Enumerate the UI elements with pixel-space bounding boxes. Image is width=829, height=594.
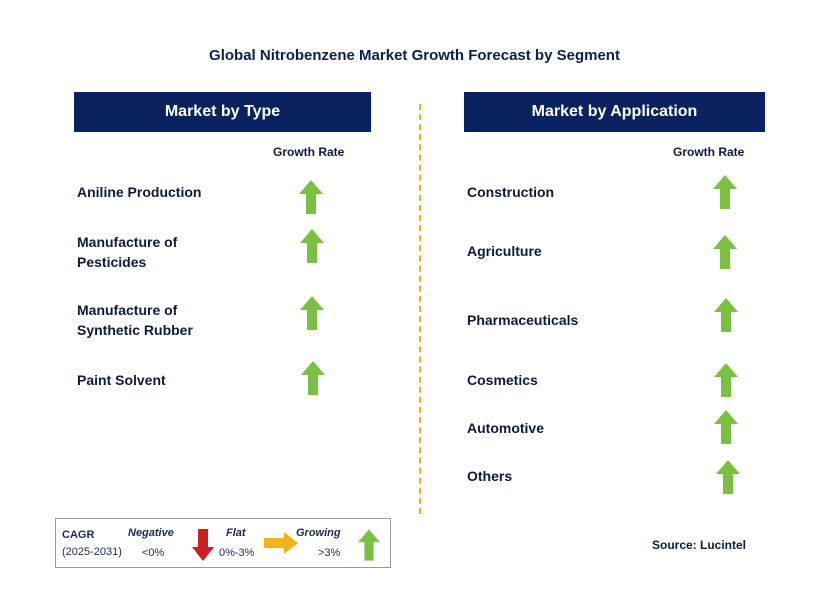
- legend-cagr-label: CAGR: [62, 529, 95, 541]
- market-by-application-header: Market by Application: [464, 92, 765, 132]
- market-by-type-header: Market by Type: [74, 92, 371, 132]
- source-label: Source: Lucintel: [652, 538, 747, 552]
- up-arrow-icon: [301, 361, 325, 395]
- legend-flat-label: Flat: [226, 527, 246, 539]
- right-arrow-icon: [264, 532, 298, 554]
- application-item-cosmetics: Cosmetics: [467, 372, 538, 388]
- up-arrow-icon: [713, 235, 737, 269]
- up-arrow-icon: [358, 529, 380, 561]
- dashed-divider: [419, 104, 421, 514]
- type-item-label: Manufacture of: [77, 302, 178, 318]
- legend-negative-label: Negative: [128, 527, 174, 539]
- up-arrow-icon: [716, 460, 740, 494]
- cagr-legend: CAGR (2025-2031) Negative <0% Flat 0%-3%…: [55, 518, 391, 568]
- up-arrow-icon: [300, 296, 324, 330]
- type-item-aniline: Aniline Production: [77, 182, 201, 202]
- type-item-label: Manufacture of: [77, 234, 178, 250]
- type-item-paint-solvent: Paint Solvent: [77, 370, 166, 390]
- application-item-agriculture: Agriculture: [467, 243, 542, 259]
- up-arrow-icon: [714, 363, 738, 397]
- application-item-automotive: Automotive: [467, 420, 544, 436]
- type-item-label: Synthetic Rubber: [77, 322, 193, 338]
- left-growth-rate-label: Growth Rate: [273, 145, 345, 159]
- up-arrow-icon: [299, 180, 323, 214]
- up-arrow-icon: [300, 229, 324, 263]
- up-arrow-icon: [714, 298, 738, 332]
- type-item-pesticides: Manufacture of Pesticides: [77, 232, 177, 272]
- type-item-synthetic-rubber: Manufacture of Synthetic Rubber: [77, 300, 193, 340]
- legend-growing-range: >3%: [318, 547, 341, 559]
- type-item-label: Paint Solvent: [77, 372, 166, 388]
- right-growth-rate-label: Growth Rate: [673, 145, 745, 159]
- down-arrow-icon: [192, 529, 214, 561]
- up-arrow-icon: [713, 175, 737, 209]
- application-item-pharmaceuticals: Pharmaceuticals: [467, 312, 579, 328]
- application-item-construction: Construction: [467, 184, 555, 200]
- application-item-others: Others: [467, 468, 513, 484]
- legend-period: (2025-2031): [62, 546, 122, 558]
- type-item-label: Aniline Production: [77, 184, 202, 200]
- legend-negative-range: <0%: [142, 547, 165, 559]
- up-arrow-icon: [714, 410, 738, 444]
- legend-flat-range: 0%-3%: [219, 547, 255, 559]
- legend-growing-label: Growing: [296, 527, 341, 539]
- chart-title: Global Nitrobenzene Market Growth Foreca…: [209, 47, 620, 64]
- type-item-label: Pesticides: [77, 254, 147, 270]
